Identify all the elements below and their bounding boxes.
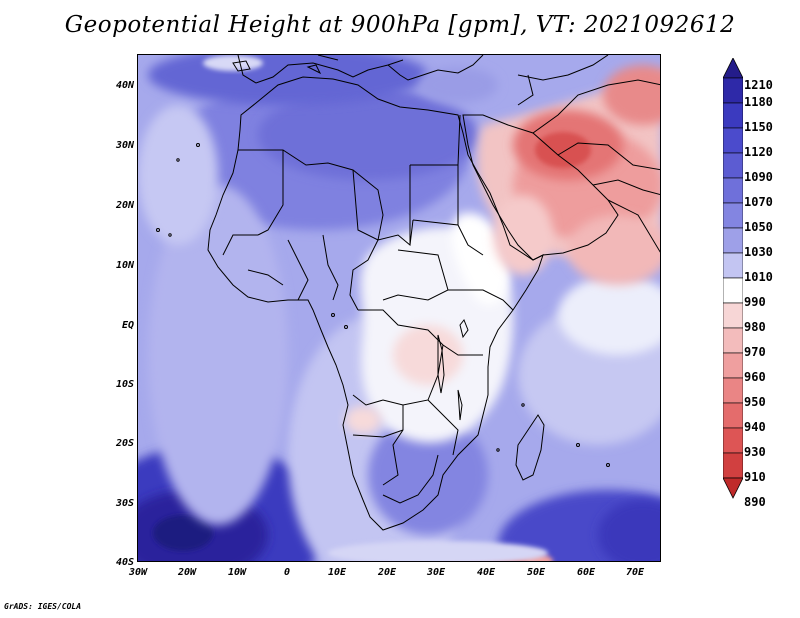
chart-title: Geopotential Height at 900hPa [gpm], VT:… [64, 12, 736, 38]
colorbar-segment [723, 302, 743, 329]
colorbar-label: 980 [744, 320, 766, 334]
colorbar-label: 940 [744, 420, 766, 434]
footer-credit: GrADS: IGES/COLA [4, 602, 82, 611]
colorbar-label: 970 [744, 345, 766, 359]
colorbar-label: 1070 [744, 195, 773, 209]
colorbar-segment [723, 77, 743, 104]
colorbar-segment [723, 327, 743, 354]
lat-label: 20N [115, 200, 134, 211]
colorbar-label: 1030 [744, 245, 773, 259]
lat-label: 20S [115, 438, 134, 449]
colorbar-segment [723, 127, 743, 154]
colorbar-segment [723, 102, 743, 129]
lon-label: 50E [526, 567, 546, 578]
colorbar-label: 1180 [744, 95, 773, 109]
lat-label: EQ [121, 320, 134, 331]
lon-label: 30E [426, 567, 446, 578]
colorbar-segment [723, 227, 743, 254]
lat-label: 30S [115, 498, 134, 509]
colorbar-segment [723, 452, 743, 479]
colorbar-label: 1120 [744, 145, 773, 159]
colorbar-label: 950 [744, 395, 766, 409]
lon-label: 30W [128, 567, 148, 578]
colorbar-label: 1210 [744, 78, 773, 92]
lat-label: 40S [115, 557, 134, 568]
lon-label: 20E [377, 567, 397, 578]
colorbar-segment [723, 377, 743, 404]
lat-label: 10S [115, 379, 134, 390]
map-panel [137, 54, 661, 562]
coastlines-and-borders [156, 55, 660, 531]
colorbar-label: 910 [744, 470, 766, 484]
lat-label: 30N [115, 140, 134, 151]
colorbar-segment [723, 177, 743, 204]
lon-label: 40E [476, 567, 496, 578]
colorbar-label: 1090 [744, 170, 773, 184]
colorbar-label: 930 [744, 445, 766, 459]
colorbar-label: 990 [744, 295, 766, 309]
geopotential-field-map [138, 55, 660, 561]
lon-label: 60E [576, 567, 596, 578]
height-field-shading [138, 55, 660, 561]
colorbar-segment [723, 252, 743, 279]
lon-label: 0 [283, 567, 291, 578]
lon-label: 70E [625, 567, 645, 578]
colorbar-segment [723, 277, 743, 304]
lon-label: 10E [327, 567, 347, 578]
lon-label: 20W [177, 567, 197, 578]
lat-label: 10N [115, 260, 134, 271]
colorbar-label: 1150 [744, 120, 773, 134]
colorbar-bottom-arrow [723, 477, 743, 499]
colorbar-label: 890 [744, 495, 766, 509]
colorbar-top-arrow [723, 58, 743, 79]
colorbar [723, 58, 743, 499]
colorbar-segment [723, 202, 743, 229]
colorbar-label: 960 [744, 370, 766, 384]
colorbar-label: 1010 [744, 270, 773, 284]
colorbar-segment [723, 402, 743, 429]
colorbar-segment [723, 352, 743, 379]
colorbar-segment [723, 427, 743, 454]
colorbar-segment [723, 152, 743, 179]
lon-label: 10W [227, 567, 247, 578]
lat-label: 40N [115, 80, 134, 91]
colorbar-label: 1050 [744, 220, 773, 234]
